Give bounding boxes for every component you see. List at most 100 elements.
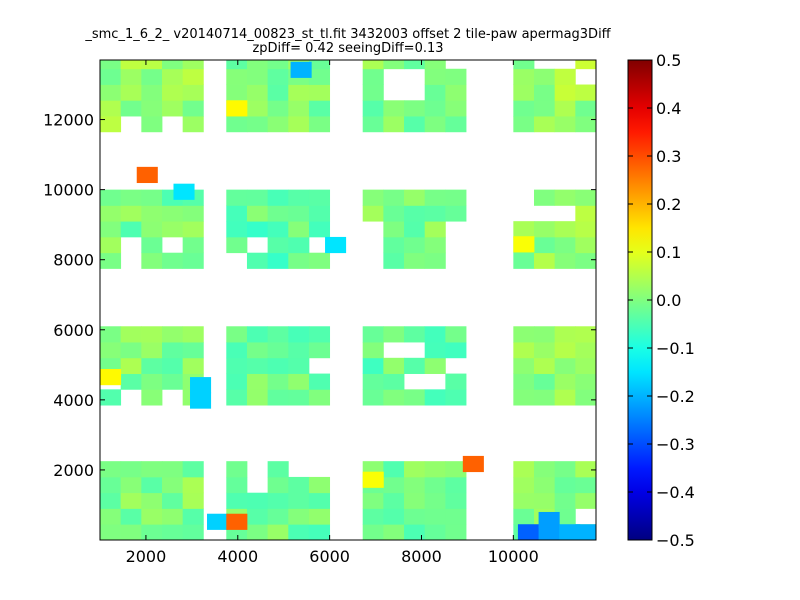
- heatmap-cell: [120, 189, 142, 206]
- colorbar-tick-label: 0.3: [656, 147, 681, 166]
- heatmap-cell: [383, 389, 405, 406]
- heatmap-cell: [288, 84, 310, 101]
- heatmap-cell: [162, 68, 184, 85]
- heatmap-cell: [575, 461, 597, 478]
- heatmap-cell: [575, 116, 597, 133]
- heatmap-cell: [383, 326, 405, 343]
- heatmap-cell: [534, 252, 556, 269]
- heatmap-cell: [182, 357, 204, 374]
- heatmap-cell: [554, 461, 576, 478]
- heatmap-cell: [308, 68, 331, 85]
- heatmap-cell: [288, 252, 310, 269]
- heatmap-cell: [267, 326, 289, 343]
- heatmap-cell: [308, 373, 331, 390]
- heatmap-cell: [404, 60, 426, 70]
- y-tick-label: 2000: [53, 461, 94, 480]
- colorbar-tick-label: 0.1: [656, 243, 681, 262]
- heatmap-cell: [383, 221, 405, 238]
- heatmap-cell: [308, 389, 331, 406]
- heatmap-cell: [267, 342, 289, 359]
- heatmap-cell: [513, 252, 535, 269]
- heatmap-cell: [404, 236, 426, 254]
- heatmap-cell: [575, 492, 597, 509]
- heatmap-cell: [383, 492, 405, 509]
- heatmap-cell: [173, 183, 195, 200]
- heatmap-cell: [162, 461, 184, 478]
- heatmap-cell: [267, 357, 289, 374]
- heatmap-cell: [267, 60, 289, 70]
- heatmap-cell: [575, 60, 597, 70]
- heatmap-cell: [404, 252, 426, 269]
- heatmap-cell: [182, 116, 204, 133]
- heatmap-cell: [226, 389, 248, 406]
- x-tick-label: 6000: [309, 547, 350, 566]
- heatmap-cell: [162, 342, 184, 359]
- heatmap-cell: [267, 252, 289, 269]
- heatmap-cell: [534, 357, 556, 374]
- heatmap-cell: [246, 326, 269, 343]
- heatmap-cell: [246, 84, 269, 101]
- heatmap-cell: [308, 84, 331, 101]
- heatmap-cell: [362, 508, 384, 525]
- heatmap-cell: [246, 492, 269, 509]
- heatmap-cell: [141, 342, 163, 359]
- heatmap-cell: [246, 100, 269, 117]
- colorbar-tick-label: −0.2: [656, 387, 695, 406]
- heatmap-cell: [246, 221, 269, 238]
- heatmap-cell: [534, 116, 556, 133]
- heatmap-cell: [554, 221, 576, 238]
- heatmap-cell: [182, 236, 204, 254]
- heatmap-cell: [141, 524, 163, 541]
- heatmap-cell: [141, 116, 163, 133]
- heatmap-cell: [575, 373, 597, 390]
- x-tick-label: 4000: [217, 547, 258, 566]
- heatmap-cell: [513, 68, 535, 85]
- heatmap-cell: [267, 221, 289, 238]
- heatmap-cell: [182, 326, 204, 343]
- heatmap-cell: [162, 100, 184, 117]
- heatmap-cell: [141, 221, 163, 238]
- heatmap-cell: [513, 476, 535, 494]
- heatmap-cell: [308, 189, 331, 206]
- heatmap-cell: [226, 373, 248, 390]
- heatmap-cell: [288, 389, 310, 406]
- colorbar-tick-label: 0.5: [656, 51, 681, 70]
- heatmap-cell: [267, 476, 289, 494]
- heatmap-cell: [383, 373, 405, 390]
- heatmap-cell: [513, 357, 535, 374]
- heatmap-cell: [383, 100, 405, 117]
- heatmap-cell: [308, 100, 331, 117]
- heatmap-cell: [517, 524, 539, 541]
- heatmap-cell: [141, 508, 163, 525]
- heatmap-cell: [538, 524, 560, 541]
- heatmap-cell: [362, 471, 384, 488]
- heatmap-cell: [141, 236, 163, 254]
- heatmap-cell: [538, 511, 560, 529]
- heatmap-cell: [362, 326, 384, 343]
- heatmap-cell: [288, 508, 310, 525]
- heatmap-cell: [120, 326, 142, 343]
- heatmap-cell: [362, 68, 384, 85]
- heatmap-cell: [182, 476, 204, 494]
- heatmap-cell: [141, 100, 163, 117]
- chart-title-line2: zpDiff= 0.42 seeingDiff=0.13: [252, 41, 443, 56]
- heatmap-cell: [267, 524, 289, 541]
- heatmap-cell: [513, 389, 535, 406]
- y-tick-label: 6000: [53, 321, 94, 340]
- heatmap-cell: [575, 205, 597, 222]
- heatmap-cell: [267, 116, 289, 133]
- heatmap-cell: [267, 389, 289, 406]
- heatmap-cell: [246, 252, 269, 269]
- heatmap-cell: [288, 373, 310, 390]
- heatmap-cell: [424, 68, 446, 85]
- heatmap-cell: [554, 508, 576, 525]
- heatmap-cell: [445, 326, 467, 343]
- heatmap-cell: [267, 461, 289, 478]
- heatmap-cell: [575, 357, 597, 374]
- heatmap-cell: [445, 68, 467, 85]
- heatmap-cell: [362, 373, 384, 390]
- heatmap-cell: [226, 326, 248, 343]
- heatmap-cell: [534, 461, 556, 478]
- heatmap-cell: [362, 205, 384, 222]
- heatmap-cell: [325, 236, 347, 254]
